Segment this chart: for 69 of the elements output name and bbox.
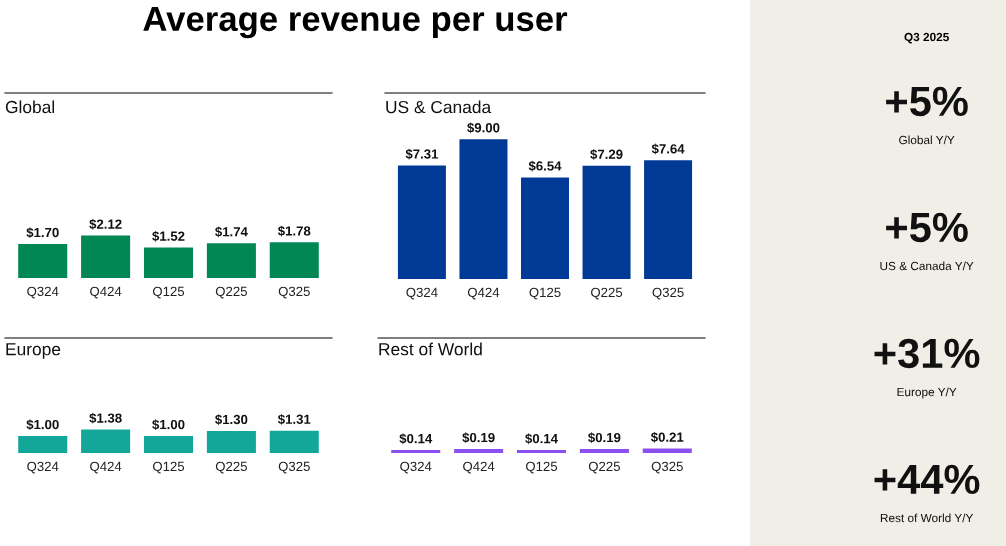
data-label: $1.78	[277, 225, 311, 237]
text: +5%	[886, 86, 968, 117]
bar	[269, 430, 319, 453]
x-tick-label: Q325	[651, 461, 683, 474]
bar	[397, 165, 446, 279]
x-tick-label: Q325	[278, 461, 310, 474]
x-tick-label: Q125	[152, 286, 185, 299]
data-label: $6.54	[528, 160, 562, 172]
chart-title: Rest of World	[379, 342, 482, 356]
text: Europe Y/Y	[897, 387, 957, 399]
data-label: $1.30	[215, 414, 248, 425]
x-tick-label: Q225	[591, 287, 623, 300]
bar	[81, 429, 131, 453]
text: Average revenue per user	[143, 6, 568, 39]
data-label: $0.21	[650, 431, 684, 443]
text: US & Canada Y/Y	[880, 261, 974, 271]
bar	[143, 435, 194, 453]
bar	[18, 243, 68, 278]
x-tick-label: Q125	[152, 461, 185, 474]
data-label: $1.00	[26, 419, 59, 431]
bar	[18, 435, 68, 453]
text: +5%	[886, 212, 968, 243]
bar	[143, 247, 194, 278]
x-tick-label: Q125	[529, 287, 561, 300]
data-label: $1.52	[152, 230, 185, 242]
x-tick-label: Q225	[215, 461, 247, 474]
chart-title: Europe	[6, 343, 61, 359]
data-label: $7.29	[590, 149, 623, 160]
bar	[582, 165, 631, 279]
x-tick-label: Q424	[463, 461, 495, 474]
data-label: $1.00	[152, 419, 185, 431]
data-label: $7.64	[651, 143, 685, 155]
data-label: $0.19	[588, 432, 621, 444]
x-tick-label: Q325	[652, 287, 684, 300]
x-tick-label: Q325	[278, 286, 310, 299]
chart-title: US & Canada	[386, 100, 492, 114]
bar	[459, 139, 508, 279]
x-tick-label: Q324	[406, 287, 438, 300]
x-tick-label: Q324	[27, 286, 59, 299]
x-tick-label: Q125	[525, 461, 558, 474]
bar	[269, 242, 319, 278]
text: Global Y/Y	[899, 135, 955, 145]
bar	[81, 235, 131, 278]
bar	[644, 160, 693, 279]
data-label: $7.31	[405, 148, 439, 160]
x-tick-label: Q225	[215, 286, 247, 299]
bar	[206, 430, 256, 453]
data-label: $1.38	[89, 412, 122, 424]
bar	[521, 177, 569, 279]
data-label: $2.12	[89, 218, 122, 230]
data-label: $1.31	[277, 414, 311, 425]
x-tick-label: Q225	[588, 461, 620, 474]
data-label: $0.14	[399, 433, 433, 445]
x-tick-label: Q424	[90, 286, 122, 299]
bar	[206, 243, 256, 278]
text: Q3 2025	[904, 32, 949, 44]
x-tick-label: Q424	[467, 287, 500, 300]
data-label: $0.19	[462, 432, 495, 444]
data-label: $1.70	[26, 227, 59, 239]
text: +31%	[874, 338, 980, 369]
x-tick-label: Q424	[90, 461, 122, 474]
data-label: $0.14	[525, 433, 558, 445]
text: Rest of World Y/Y	[880, 513, 974, 523]
data-label: $9.00	[467, 122, 500, 134]
x-tick-label: Q324	[27, 461, 59, 474]
x-tick-label: Q324	[400, 461, 432, 474]
chart-title: Global	[5, 100, 55, 114]
data-label: $1.74	[215, 226, 248, 238]
text: +44%	[874, 464, 980, 495]
